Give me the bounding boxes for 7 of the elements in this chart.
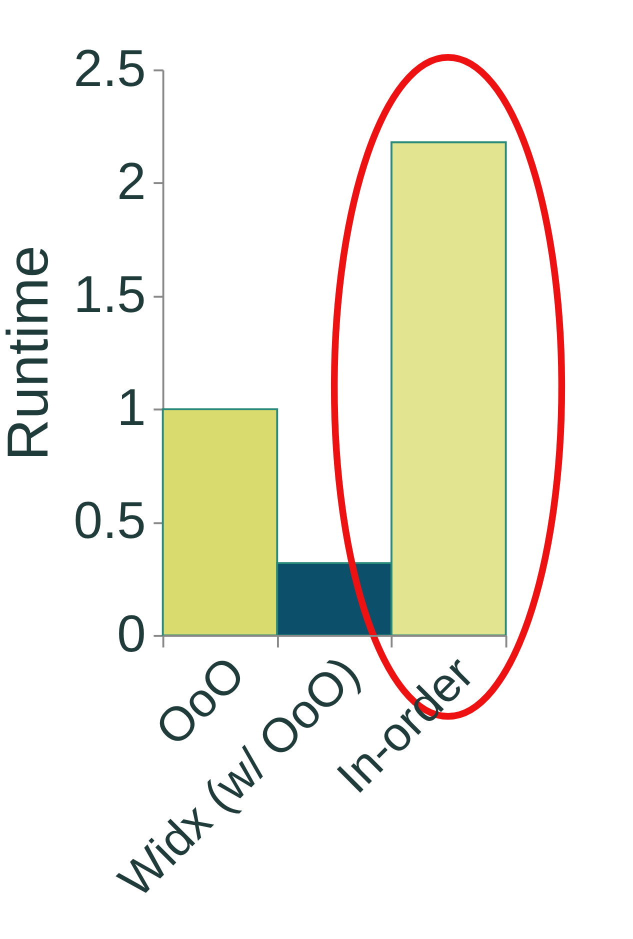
y-tick-label: 1.5	[74, 266, 146, 324]
y-axis-title: Runtime	[0, 246, 61, 461]
y-tick-label: 0.5	[74, 492, 146, 550]
y-tick-label: 2	[117, 152, 146, 211]
y-tick-label: 2.5	[74, 40, 146, 98]
y-tick-label: 0	[117, 605, 146, 664]
y-tick-label: 1	[117, 379, 146, 438]
